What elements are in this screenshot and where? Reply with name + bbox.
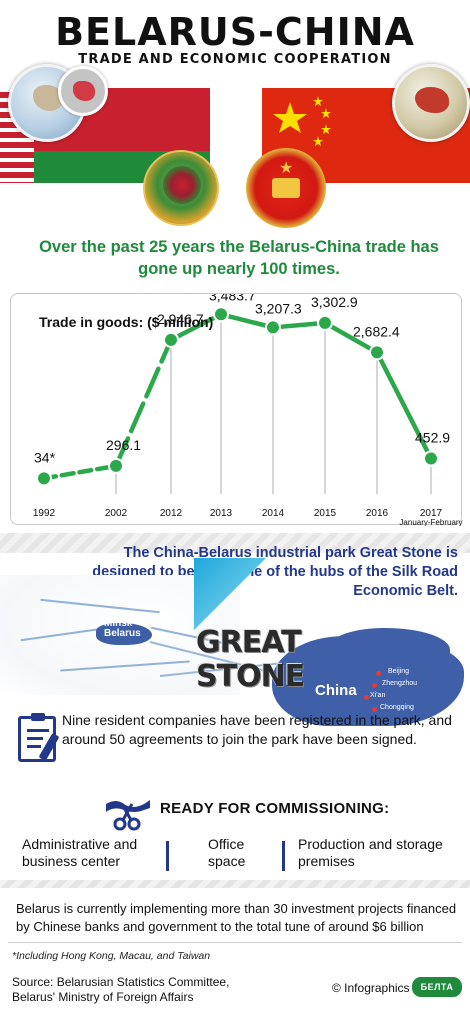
facility-divider — [166, 841, 169, 871]
trade-chart: 34* 296.1 2,946.7 3,483.7 3,207.3 3,302.9 2,68… — [10, 293, 463, 526]
series-line-segment — [218, 312, 276, 330]
facility-item: Production and storage premises — [298, 836, 443, 869]
data-point — [36, 470, 52, 487]
minsk-label: Minsk Belarus — [104, 618, 141, 639]
china-region — [272, 636, 464, 726]
data-point — [423, 450, 439, 467]
section-divider — [0, 533, 470, 553]
credit-text: © Infographics — [332, 981, 410, 995]
city-label: Zhengzhou — [382, 680, 418, 687]
city-marker — [376, 671, 381, 676]
city-label: Beijing — [388, 668, 410, 675]
great-stone-logo: GREAT STONE — [196, 625, 305, 694]
pointer-triangle — [194, 558, 266, 630]
data-point — [213, 306, 229, 323]
lead-text: Over the past 25 years the Belarus-China… — [39, 238, 439, 278]
x-tick-label: 2002 — [105, 508, 128, 519]
footer-rule — [8, 942, 462, 943]
series-line-segment — [168, 312, 224, 343]
page-subtitle: TRADE AND ECONOMIC COOPERATION — [78, 52, 392, 67]
x-tick-note: January-February — [399, 518, 462, 526]
x-tick-label: 2017 — [420, 508, 443, 519]
facility-list: Administrative and business center Offic… — [0, 836, 470, 876]
city-marker — [372, 707, 377, 712]
facility-divider — [282, 841, 285, 871]
china-label: China — [315, 682, 357, 699]
series-line-segment — [374, 350, 434, 461]
chart-title: Trade in goods: ($ million) — [39, 314, 214, 330]
city-label: Chongqing — [380, 704, 414, 711]
facility-item: Office space — [208, 836, 246, 869]
data-point — [163, 331, 179, 348]
commissioning-title: READY FOR COMMISSIONING: — [160, 800, 390, 817]
data-label: 3,302.9 — [311, 294, 358, 310]
x-tick-label: 2013 — [210, 508, 233, 519]
agency-logo: БЕЛТА — [412, 977, 462, 997]
city-label: Xi'an — [370, 692, 386, 699]
belarus-emblem-icon — [143, 150, 219, 226]
series-line-segment — [270, 320, 328, 330]
data-point — [265, 319, 281, 336]
data-point — [108, 457, 124, 474]
trade-chart-svg: 34* 296.1 2,946.7 3,483.73,207.3 3,302.9 2,68… — [33, 294, 463, 526]
data-label: 2,682.4 — [353, 323, 400, 339]
ribbon-cutting-icon — [106, 800, 150, 831]
city-marker — [364, 695, 369, 700]
globe-asia-icon — [392, 64, 470, 142]
companies-text: Nine resident companies have been regist… — [62, 712, 452, 747]
china-emblem-icon: ★ — [246, 148, 326, 228]
data-label: 3,207.3 — [255, 300, 302, 316]
china-flag-stars — [273, 96, 331, 146]
city-labels: Beijing Zhengzhou Xi'an Chongqing — [370, 666, 418, 714]
footnote: *Including Hong Kong, Macau, and Taiwan — [12, 950, 211, 962]
data-label: 34* — [34, 449, 56, 465]
investment-text: Belarus is currently implementing more t… — [16, 901, 457, 934]
data-label: 3,483.7 — [209, 294, 256, 303]
page-title: BELARUS-CHINA — [55, 10, 415, 54]
x-tick-label: 2016 — [366, 508, 389, 519]
city-marker — [372, 683, 377, 688]
series-line-segment — [322, 320, 380, 355]
series-line-segment — [113, 337, 174, 469]
source-text: Source: Belarusian Statistics Committee,… — [12, 975, 230, 1004]
clipboard-icon — [18, 713, 60, 762]
series-line-segment — [41, 463, 119, 481]
x-tick-label: 2012 — [160, 508, 183, 519]
x-tick-label: 2015 — [314, 508, 337, 519]
x-tick-label: 1992 — [33, 508, 56, 519]
data-label: 452.9 — [415, 429, 450, 445]
section-divider — [0, 880, 470, 888]
x-tick-label: 2014 — [262, 508, 285, 519]
facility-item: Administrative and business center — [22, 836, 138, 869]
belarus-region — [96, 623, 152, 645]
data-point — [369, 344, 385, 361]
header: BELARUS-CHINA TRADE AND ECONOMIC COOPERA… — [0, 0, 470, 230]
data-label: 2,946.7 — [157, 311, 204, 327]
data-label: 296.1 — [106, 437, 141, 453]
data-point — [317, 314, 333, 331]
belarus-map-icon — [58, 66, 108, 116]
